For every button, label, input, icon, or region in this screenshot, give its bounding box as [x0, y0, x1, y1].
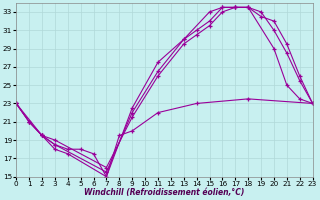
X-axis label: Windchill (Refroidissement éolien,°C): Windchill (Refroidissement éolien,°C): [84, 188, 244, 197]
